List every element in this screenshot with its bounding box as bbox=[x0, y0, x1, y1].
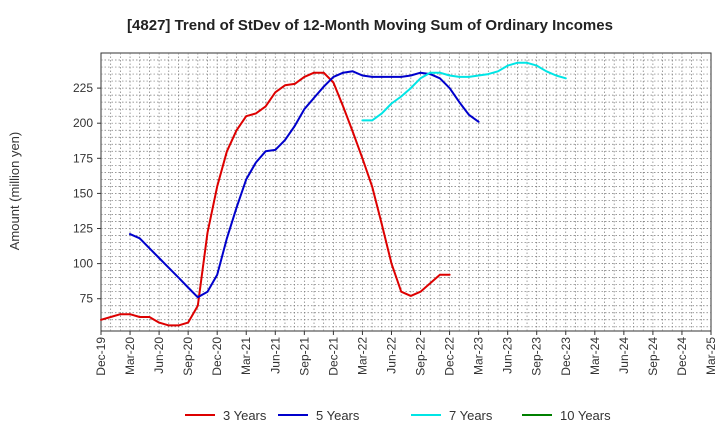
x-tick-label: Jun-21 bbox=[268, 337, 282, 374]
legend-item-10-years: 10 Years bbox=[522, 408, 611, 423]
x-tick-label: Jun-24 bbox=[617, 337, 631, 374]
series-lines bbox=[100, 61, 567, 327]
series-line-7-years bbox=[361, 61, 567, 122]
plot-frame bbox=[100, 52, 712, 332]
y-tick-label: 150 bbox=[73, 186, 93, 200]
grid bbox=[101, 53, 711, 331]
legend-item-3-years: 3 Years bbox=[185, 408, 267, 423]
x-tick-label: Mar-25 bbox=[704, 337, 718, 375]
x-tick-label: Jun-23 bbox=[501, 337, 515, 374]
y-tick-label: 225 bbox=[73, 81, 93, 95]
y-tick-label: 200 bbox=[73, 116, 93, 130]
series-line-5-years bbox=[129, 70, 480, 299]
x-tick-label: Dec-19 bbox=[94, 337, 108, 376]
x-tick-label: Jun-22 bbox=[384, 337, 398, 374]
legend-label: 3 Years bbox=[223, 408, 267, 423]
x-tick-label: Sep-21 bbox=[297, 337, 311, 376]
x-tick-label: Mar-22 bbox=[355, 337, 369, 375]
y-tick-label: 125 bbox=[73, 222, 93, 236]
x-tick-label: Dec-20 bbox=[210, 337, 224, 376]
x-tick-label: Mar-21 bbox=[239, 337, 253, 375]
x-tick-label: Sep-24 bbox=[646, 337, 660, 376]
x-tick-label: Sep-23 bbox=[530, 337, 544, 376]
x-tick-label: Mar-23 bbox=[472, 337, 486, 375]
y-tick-label: 100 bbox=[73, 257, 93, 271]
x-tick-label: Sep-22 bbox=[414, 337, 428, 376]
y-tick-label: 175 bbox=[73, 151, 93, 165]
x-tick-label: Dec-21 bbox=[326, 337, 340, 376]
x-tick-label: Dec-24 bbox=[675, 337, 689, 376]
x-tick-label: Jun-20 bbox=[152, 337, 166, 374]
x-tick-label: Mar-20 bbox=[123, 337, 137, 375]
y-axis-ticks: 75 100 125 150 175 200 225 bbox=[73, 81, 101, 306]
x-axis-ticks: Dec-19 Mar-20 Jun-20 Sep-20 Dec-20 Mar-21 Jun-… bbox=[94, 331, 718, 376]
y-axis-label: Amount (million yen) bbox=[7, 132, 22, 251]
legend-label: 7 Years bbox=[449, 408, 493, 423]
x-tick-label: Dec-23 bbox=[559, 337, 573, 376]
legend-item-5-years: 5 Years bbox=[278, 408, 360, 423]
legend-label: 5 Years bbox=[316, 408, 360, 423]
y-tick-label: 75 bbox=[80, 292, 94, 306]
series-line-3-years bbox=[100, 71, 451, 327]
legend: 3 Years 5 Years 7 Years 10 Years bbox=[185, 408, 611, 423]
chart-title: [4827] Trend of StDev of 12-Month Moving… bbox=[127, 17, 613, 34]
legend-item-7-years: 7 Years bbox=[411, 408, 493, 423]
x-tick-label: Sep-20 bbox=[181, 337, 195, 376]
x-tick-label: Dec-22 bbox=[443, 337, 457, 376]
plot-area bbox=[100, 52, 712, 332]
x-tick-label: Mar-24 bbox=[588, 337, 602, 375]
legend-label: 10 Years bbox=[560, 408, 611, 423]
